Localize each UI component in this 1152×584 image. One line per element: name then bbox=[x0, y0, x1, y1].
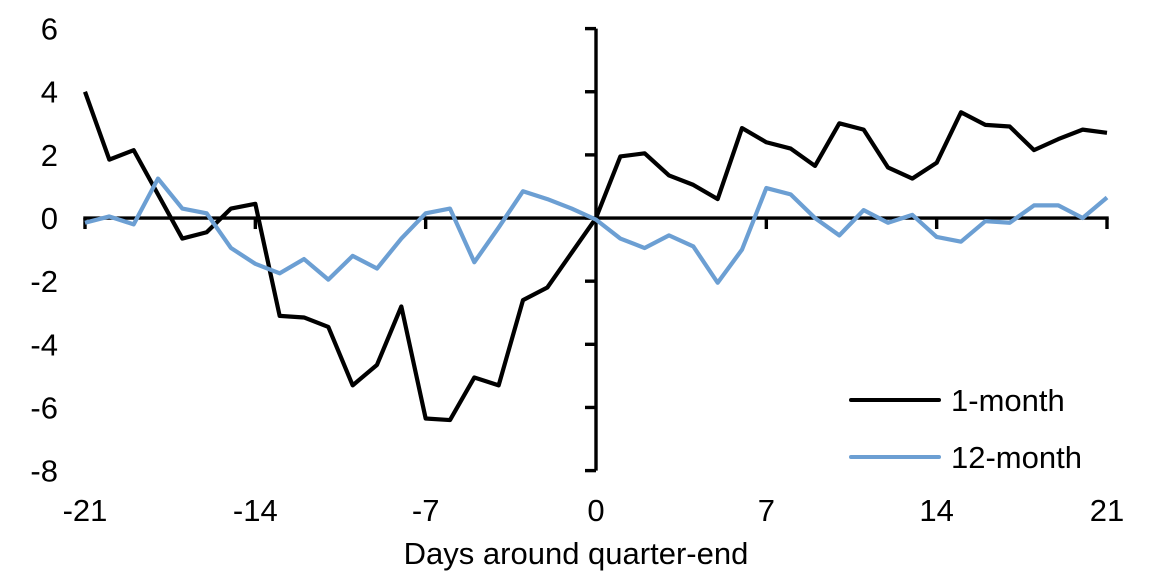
x-tick-label: 0 bbox=[587, 493, 604, 528]
legend-label: 12-month bbox=[951, 439, 1082, 475]
x-tick-label: -21 bbox=[63, 493, 108, 528]
x-tick-label: -7 bbox=[412, 493, 440, 528]
legend: 1-month 12-month bbox=[849, 381, 1082, 476]
x-tick-label: 14 bbox=[919, 493, 953, 528]
legend-line-black bbox=[849, 398, 941, 402]
y-tick-label: -2 bbox=[30, 264, 58, 299]
y-tick-label: 0 bbox=[41, 201, 58, 236]
legend-item-12-month: 12-month bbox=[849, 438, 1082, 476]
legend-label: 1-month bbox=[951, 382, 1065, 418]
legend-line-blue bbox=[849, 455, 941, 459]
y-tick-label: -6 bbox=[30, 390, 58, 425]
y-tick-label: -4 bbox=[30, 327, 58, 362]
y-tick-label: 6 bbox=[41, 12, 58, 47]
y-tick-label: 4 bbox=[41, 75, 58, 110]
series-line-12-month bbox=[84, 176, 1109, 285]
x-tick-label: 21 bbox=[1090, 493, 1124, 528]
x-tick-label: 7 bbox=[758, 493, 775, 528]
x-axis-title: Days around quarter-end bbox=[403, 536, 749, 571]
legend-item-1-month: 1-month bbox=[849, 381, 1082, 419]
y-tick-label: 2 bbox=[41, 138, 58, 173]
y-tick-label: -8 bbox=[30, 454, 58, 489]
x-tick-label: -14 bbox=[233, 493, 278, 528]
